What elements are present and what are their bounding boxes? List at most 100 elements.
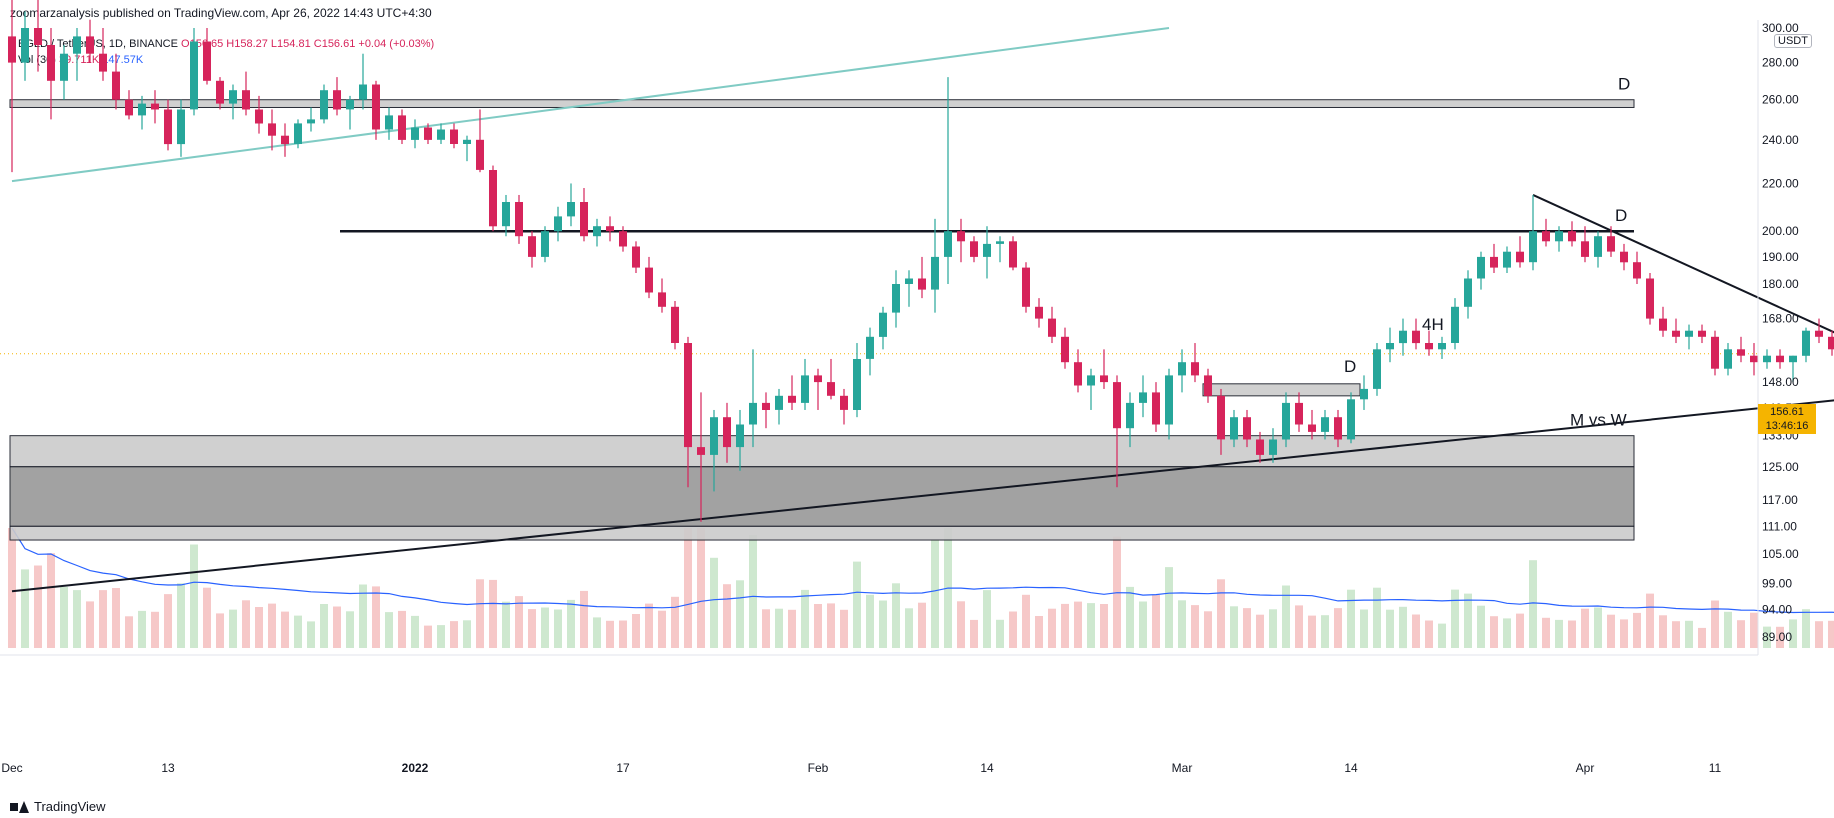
candle — [294, 119, 302, 149]
volume-bar — [1802, 609, 1810, 648]
volume-bar — [788, 609, 796, 648]
price-tick-label: 105.00 — [1762, 547, 1799, 561]
volume-bar — [1321, 615, 1329, 648]
volume-bar — [1555, 619, 1563, 648]
volume-bar — [1594, 607, 1602, 648]
volume-bar — [190, 544, 198, 648]
volume-bar — [1763, 626, 1771, 648]
candle-body — [1451, 306, 1459, 343]
volume-bar — [1152, 594, 1160, 648]
candle — [1412, 318, 1420, 350]
label-d-top: D — [1618, 75, 1630, 94]
candle-body — [1763, 355, 1771, 363]
volume-bar — [1360, 609, 1368, 648]
candle-body — [788, 395, 796, 403]
candle — [1022, 262, 1030, 313]
candle — [1282, 392, 1290, 448]
candle — [1347, 392, 1355, 444]
candle-body — [60, 53, 68, 81]
candle — [1698, 324, 1706, 344]
volume-bar — [1412, 614, 1420, 648]
candle — [177, 99, 185, 157]
candle — [1529, 194, 1537, 271]
volume-bar — [1698, 627, 1706, 648]
volume-bar — [203, 587, 211, 648]
label-4h: 4H — [1422, 315, 1444, 334]
price-axis: 300.00 280.00 260.00 240.00 220.00 200.00 190.… — [1757, 20, 1799, 655]
candle — [1594, 231, 1602, 268]
candle — [983, 226, 991, 279]
volume-bar — [775, 608, 783, 648]
candle-body — [190, 41, 198, 110]
candle-body — [957, 231, 965, 242]
candle — [1425, 330, 1433, 356]
price-tick-label: 89.00 — [1762, 630, 1792, 644]
volume-bar — [502, 601, 510, 648]
currency-badge[interactable]: USDT — [1774, 34, 1812, 48]
candle — [606, 216, 614, 242]
candle — [749, 349, 757, 448]
ascending-trendline — [11, 399, 1834, 593]
candle — [1399, 318, 1407, 356]
candle — [255, 95, 263, 134]
candle — [1074, 349, 1082, 393]
candle-body — [1711, 336, 1719, 369]
candle-body — [1581, 241, 1589, 257]
candle — [1165, 368, 1173, 440]
candle-body — [775, 395, 783, 410]
candle-body — [983, 243, 991, 257]
candle — [866, 327, 874, 376]
candle — [1048, 306, 1056, 344]
volume-bar — [554, 609, 562, 648]
volume-bar — [1139, 601, 1147, 648]
candle — [1009, 236, 1017, 271]
candle-body — [502, 202, 510, 227]
volume-bar — [177, 583, 185, 648]
volume-bar — [1373, 587, 1381, 648]
volume-bar — [593, 617, 601, 648]
price-tick-label: 240.00 — [1762, 133, 1799, 147]
candle — [1685, 324, 1693, 350]
candle-body — [476, 139, 484, 170]
last-price-value: 156.61 — [1770, 406, 1804, 418]
time-tick-label: Mar — [1172, 761, 1193, 775]
volume-bar — [1204, 611, 1212, 648]
candle — [164, 99, 172, 151]
volume-bar — [1295, 605, 1303, 648]
candle-body — [1542, 231, 1550, 242]
volume-bar — [1022, 594, 1030, 648]
volume-bar — [515, 596, 523, 648]
volume-bar — [1191, 605, 1199, 648]
candle-body — [1204, 375, 1212, 396]
candle-body — [593, 226, 601, 237]
tradingview-footer[interactable]: TradingView — [10, 799, 106, 814]
candle-body — [645, 267, 653, 293]
candle-body — [658, 292, 666, 307]
candle — [1386, 327, 1394, 363]
candle — [47, 28, 55, 120]
volume-bar — [450, 621, 458, 648]
tradingview-brand: TradingView — [34, 799, 106, 814]
candle — [554, 206, 562, 242]
candle — [1711, 330, 1719, 376]
price-tick-label: 99.00 — [1762, 577, 1792, 591]
candle — [801, 358, 809, 410]
volume-bar — [749, 534, 757, 648]
candle-body — [216, 80, 224, 104]
candle — [1633, 251, 1641, 285]
candle — [879, 306, 887, 350]
candle — [788, 375, 796, 410]
candle — [1321, 409, 1329, 440]
candle — [1100, 349, 1108, 389]
legend-symbol[interactable]: EGLD / TetherUS, 1D, BINANCE — [18, 38, 178, 50]
volume-bar — [294, 615, 302, 648]
volume-bar — [151, 611, 159, 648]
volume-bar — [242, 600, 250, 648]
volume-bar — [632, 614, 640, 648]
volume-bar — [827, 603, 835, 648]
candle — [775, 388, 783, 425]
candle-body — [1815, 330, 1823, 337]
candle-body — [281, 135, 289, 145]
candle — [1750, 343, 1758, 376]
